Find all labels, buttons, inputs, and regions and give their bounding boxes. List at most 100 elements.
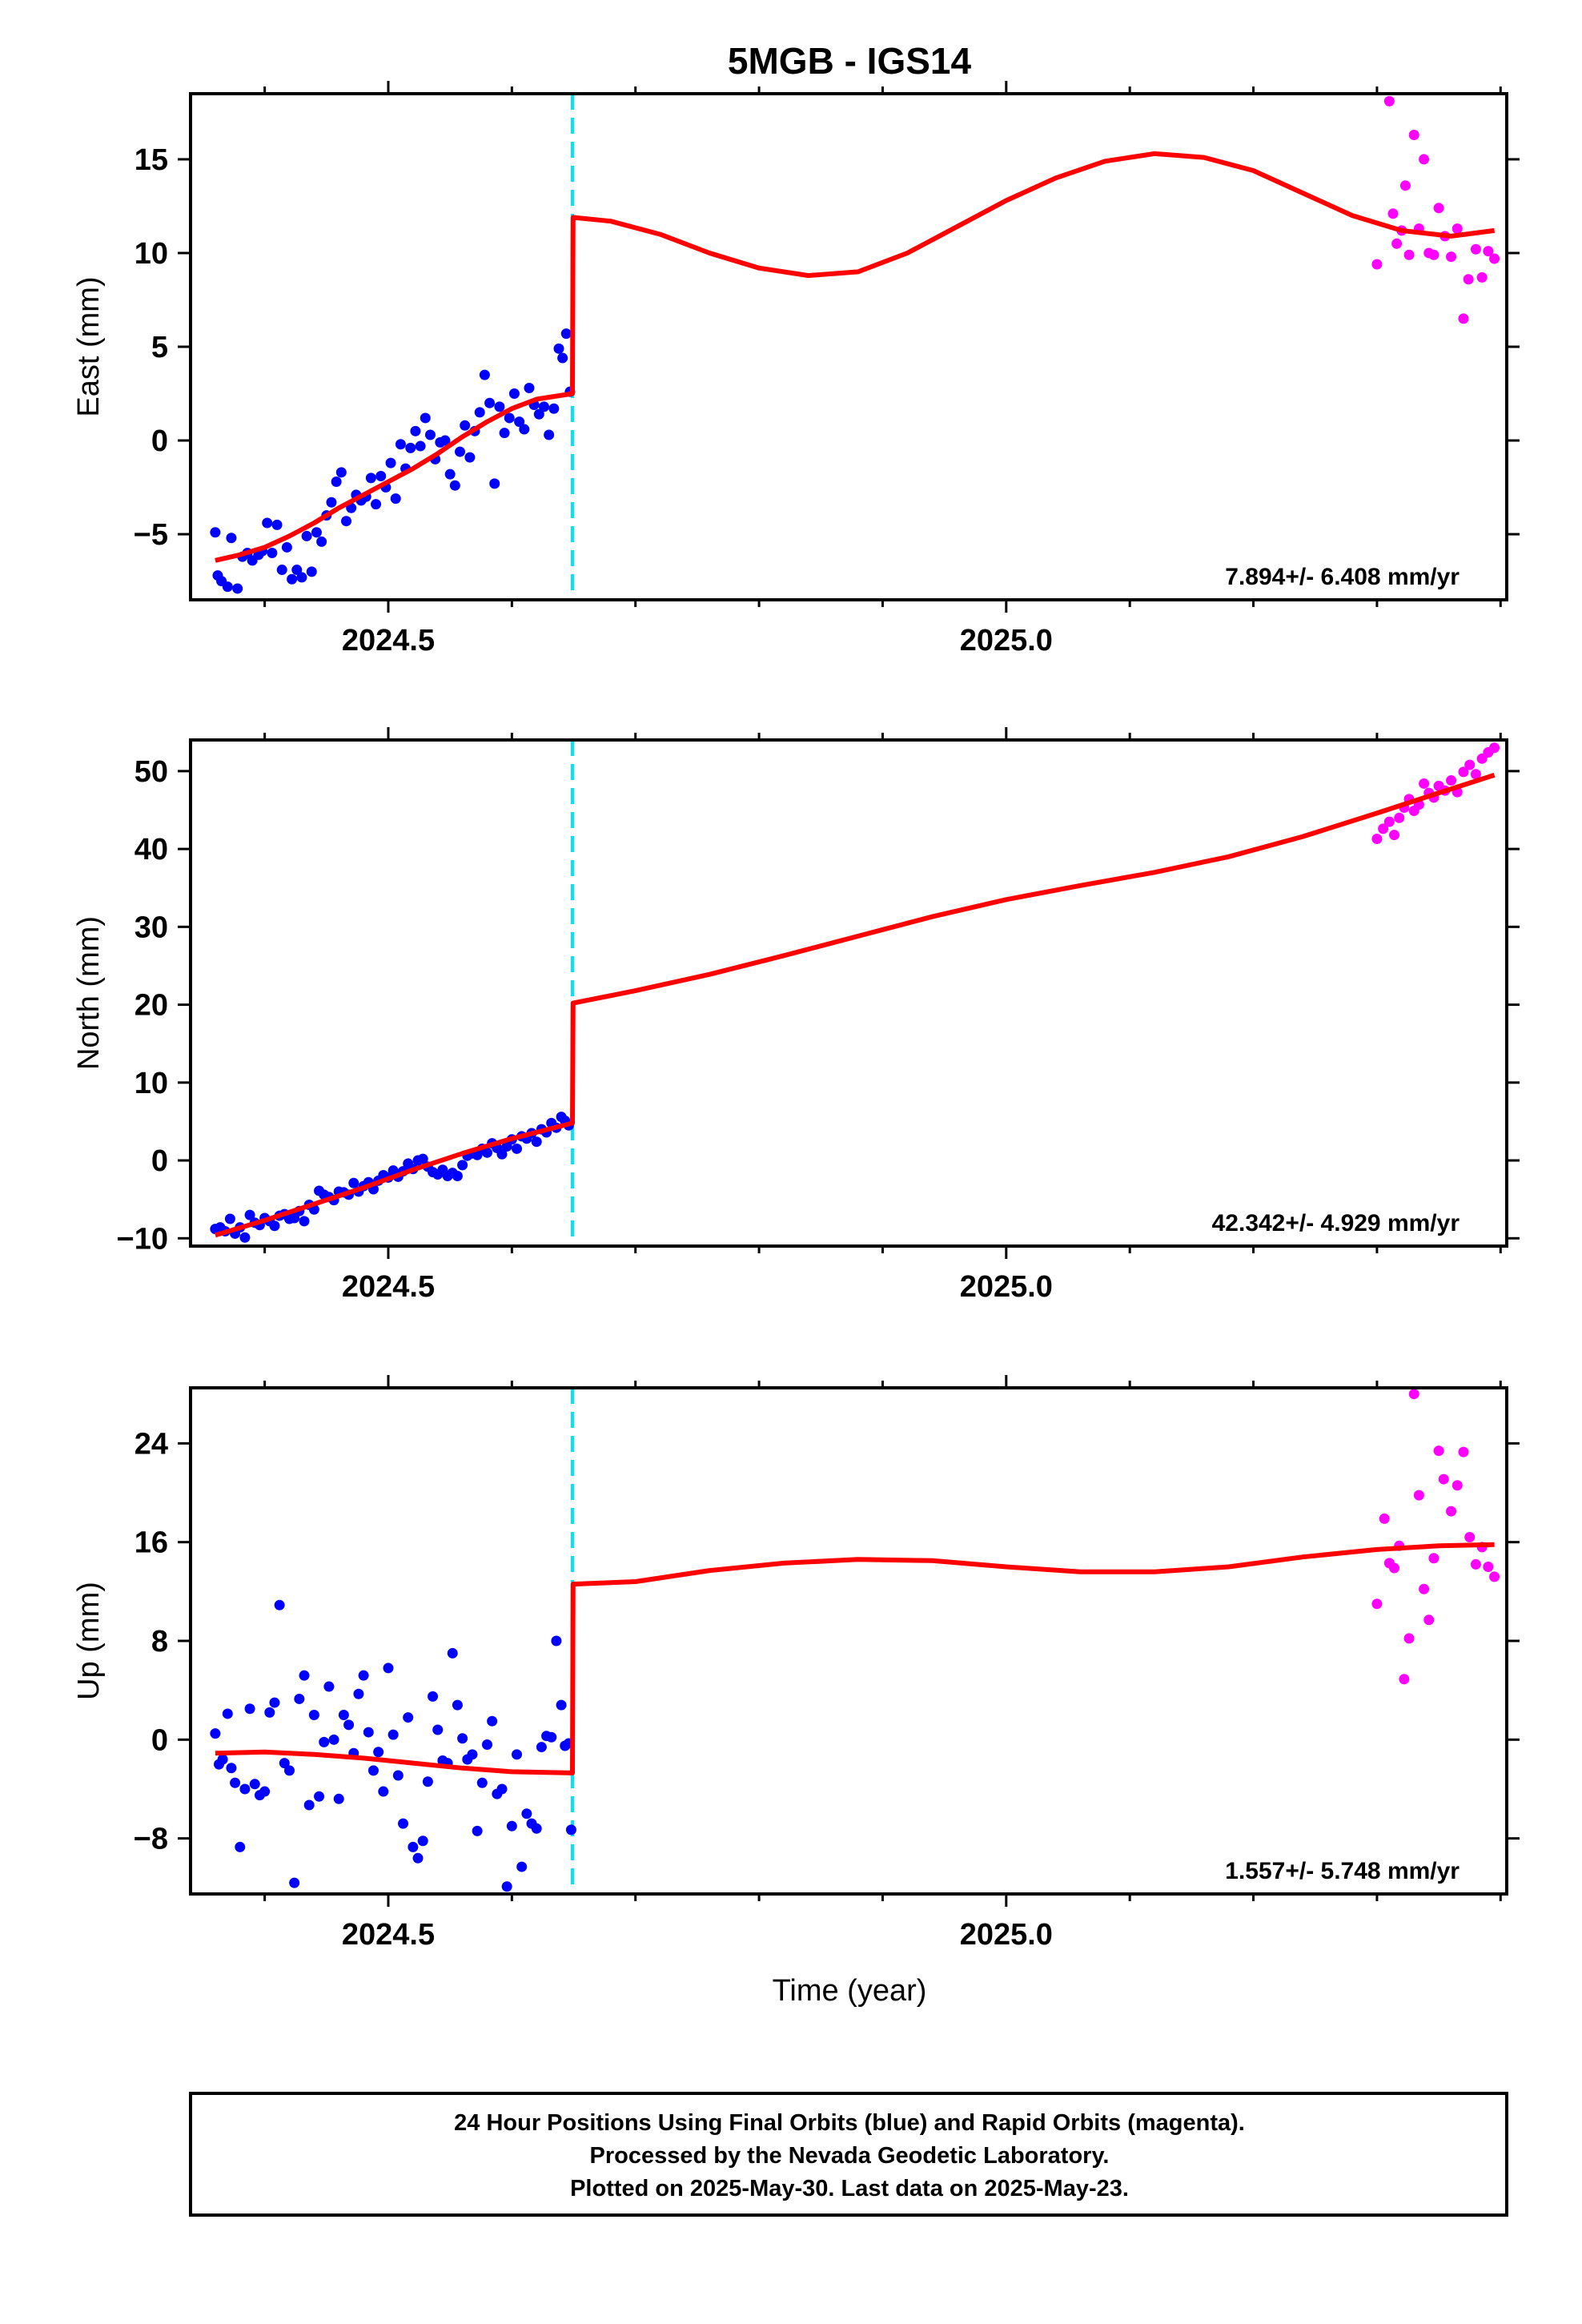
- rapid-orbit-point: [1464, 1532, 1476, 1543]
- final-orbit-point: [432, 1724, 444, 1735]
- y-tick-label: 16: [135, 1526, 168, 1560]
- x-axis-label: Time (year): [773, 1974, 927, 2008]
- y-tick-label: −5: [134, 518, 168, 552]
- final-orbit-point: [455, 446, 466, 457]
- rapid-orbit-point: [1489, 742, 1500, 754]
- y-tick-label: 10: [135, 1067, 168, 1100]
- final-orbit-point: [501, 1881, 512, 1892]
- final-orbit-point: [533, 408, 544, 420]
- y-tick-label: −8: [134, 1823, 168, 1856]
- final-orbit-point: [353, 1688, 364, 1699]
- plot-area: [210, 740, 1500, 1246]
- final-orbit-point: [279, 1758, 290, 1769]
- final-orbit-point: [222, 581, 233, 593]
- final-orbit-point: [375, 471, 387, 482]
- velocity-rate-label: 1.557+/- 5.748 mm/yr: [1225, 1858, 1460, 1884]
- y-axis-label: North (mm): [72, 916, 106, 1070]
- final-orbit-point: [512, 1749, 523, 1760]
- final-orbit-point: [553, 343, 564, 354]
- y-tick-label: 0: [151, 1723, 168, 1757]
- final-orbit-point: [222, 1708, 233, 1719]
- final-orbit-point: [531, 1823, 542, 1834]
- final-orbit-point: [289, 1877, 300, 1888]
- final-orbit-point: [338, 1709, 349, 1720]
- rapid-orbit-point: [1452, 1480, 1463, 1491]
- panel-up: 2024.5 2025.0 −8 0 8 16 24 Up (mm) 1.557+/- 5.74…: [72, 1375, 1520, 1952]
- final-orbit-point: [447, 1647, 458, 1659]
- chart-title: 5MGB - IGS14: [728, 40, 972, 82]
- rapid-orbit-point: [1391, 238, 1403, 249]
- final-orbit-point: [464, 452, 476, 463]
- y-tick-label: 8: [151, 1625, 168, 1659]
- rapid-orbit-point: [1428, 1553, 1439, 1564]
- y-tick-label: 24: [135, 1427, 168, 1461]
- rapid-orbit-point: [1383, 95, 1395, 107]
- model-fit-line: [215, 151, 1495, 563]
- final-orbit-point: [449, 480, 460, 491]
- final-orbit-point: [269, 1220, 280, 1232]
- final-orbit-point: [249, 1779, 260, 1790]
- rapid-orbit-point: [1383, 816, 1395, 827]
- final-orbit-point: [504, 412, 515, 424]
- panel-north: 2024.5 2025.0 −10 0 10 20 30 40 50 North (mm) 42.3…: [72, 727, 1520, 1304]
- final-orbit-point: [538, 401, 549, 412]
- final-orbit-point: [308, 1709, 319, 1720]
- final-orbit-point: [519, 424, 530, 435]
- final-orbit-point: [457, 1160, 468, 1171]
- rapid-orbit-point: [1446, 251, 1457, 263]
- final-orbit-point: [408, 1841, 419, 1852]
- final-orbit-point: [235, 1841, 246, 1852]
- final-orbit-point: [267, 547, 278, 558]
- final-orbit-point: [383, 1663, 394, 1674]
- x-tick-label: 2024.5: [342, 1270, 435, 1304]
- final-orbit-point: [291, 565, 303, 576]
- rapid-orbit-point: [1458, 1446, 1469, 1458]
- plot-area: [210, 94, 1500, 600]
- panels: 2024.5 2025.0 −5 0 5 10 15 East (mm) 7.894+/- 6.…: [72, 81, 1520, 1952]
- rapid-orbit-point: [1470, 243, 1481, 255]
- final-orbit-point: [373, 1747, 384, 1758]
- final-orbit-point: [506, 1820, 517, 1831]
- final-orbit-point: [512, 1143, 523, 1154]
- final-orbit-point: [417, 1835, 428, 1847]
- rapid-orbit-point: [1446, 1506, 1457, 1517]
- final-orbit-point: [387, 1729, 399, 1740]
- final-orbit-point: [514, 416, 525, 428]
- rapid-orbit-point: [1403, 1633, 1415, 1644]
- final-orbit-point: [479, 369, 490, 380]
- rapid-orbit-point: [1403, 249, 1415, 260]
- final-orbit-point: [467, 1749, 478, 1760]
- final-orbit-point: [412, 1852, 424, 1864]
- final-orbit-point: [210, 527, 221, 538]
- final-orbit-point: [287, 573, 298, 585]
- final-orbit-point: [508, 388, 520, 400]
- final-orbit-point: [343, 1719, 355, 1731]
- final-orbit-point: [496, 1148, 508, 1160]
- rapid-orbit-point: [1483, 246, 1494, 257]
- y-tick-label: 30: [135, 911, 168, 944]
- final-orbit-point: [210, 1728, 221, 1739]
- final-orbit-point: [306, 566, 317, 577]
- final-orbit-point: [410, 425, 421, 436]
- final-orbit-point: [476, 1777, 488, 1788]
- final-orbit-point: [341, 516, 352, 527]
- model-fit-line: [215, 772, 1496, 1238]
- final-orbit-point: [452, 1699, 463, 1711]
- final-orbit-point: [333, 1793, 344, 1804]
- panel-east: 2024.5 2025.0 −5 0 5 10 15 East (mm) 7.894+/- 6.…: [72, 81, 1520, 657]
- y-tick-label: 20: [135, 989, 168, 1023]
- final-orbit-point: [335, 467, 347, 478]
- rapid-orbit-point: [1371, 259, 1383, 270]
- final-orbit-point: [521, 1808, 532, 1819]
- rapid-orbit-point: [1458, 313, 1469, 324]
- final-orbit-point: [481, 1739, 492, 1750]
- final-orbit-point: [472, 1825, 483, 1836]
- final-orbit-point: [262, 517, 273, 529]
- rapid-orbit-point: [1433, 203, 1444, 214]
- y-tick-label: 50: [135, 755, 168, 789]
- final-orbit-point: [348, 1177, 359, 1188]
- final-orbit-point: [457, 1733, 468, 1744]
- rapid-orbit-point: [1476, 271, 1488, 283]
- final-orbit-point: [299, 1670, 310, 1681]
- final-orbit-point: [424, 429, 436, 440]
